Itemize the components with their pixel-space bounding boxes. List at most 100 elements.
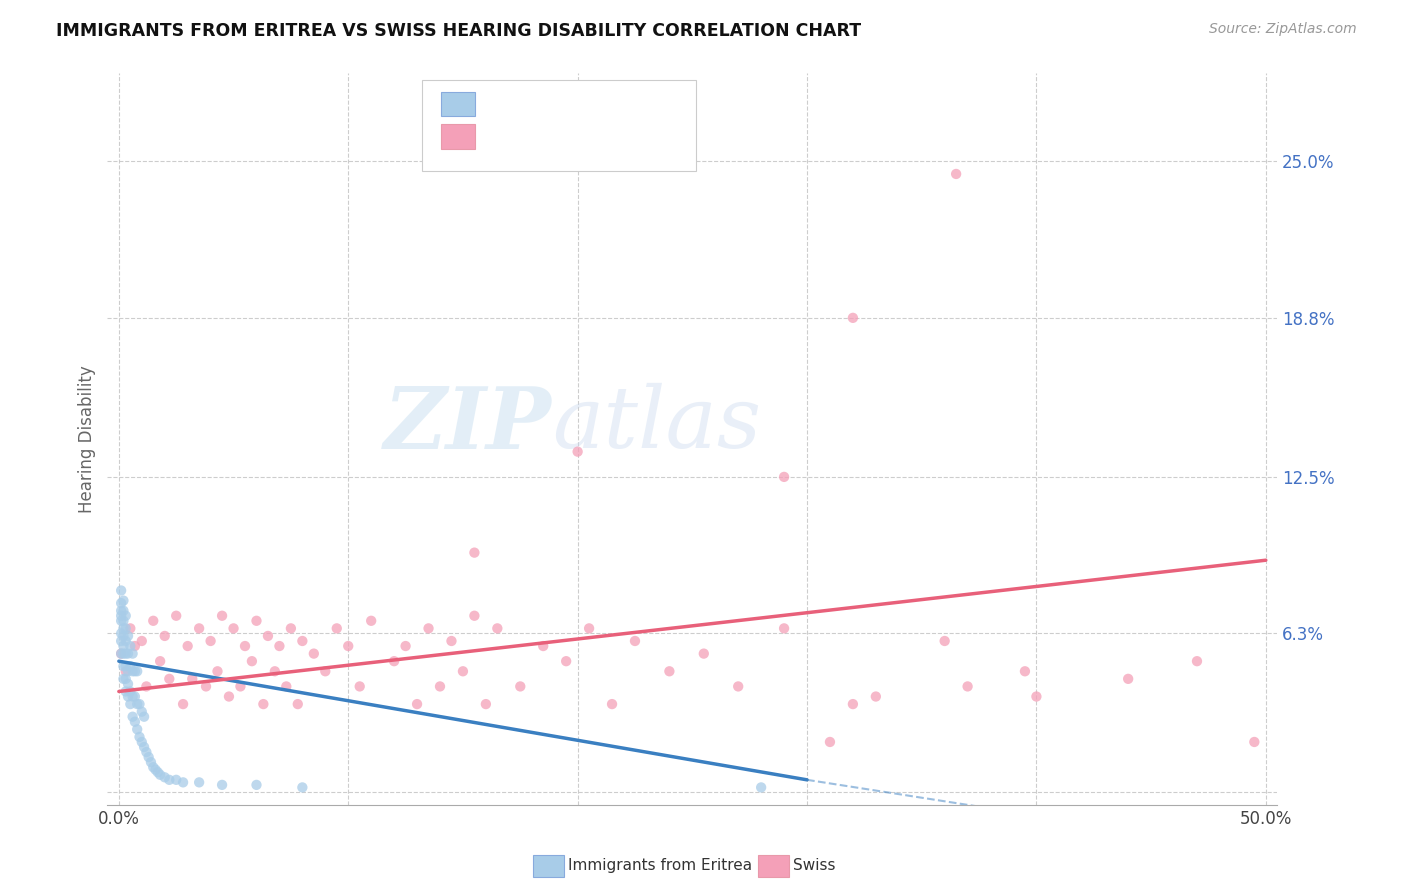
Point [112,593,135,607]
Text: Source: ZipAtlas.com: Source: ZipAtlas.com [1209,22,1357,37]
Point [127,665,149,679]
Point [418,621,440,635]
Point [337,639,360,653]
Point [211,608,233,623]
Point [153,770,176,784]
Point [145,763,167,777]
Point [124,714,146,729]
Point [110,626,132,640]
Point [114,659,136,673]
Point [451,665,474,679]
Point [291,780,314,795]
Point [139,755,162,769]
Point [157,772,180,787]
Text: atlas: atlas [553,383,761,466]
Point [222,621,245,635]
Point [132,739,155,754]
Point [117,647,139,661]
Point [127,697,149,711]
Point [842,310,865,325]
Point [934,634,956,648]
Point [121,665,143,679]
Point [287,697,309,711]
Point [165,772,187,787]
Point [440,634,463,648]
Point [124,665,146,679]
Point [114,647,136,661]
Point [112,604,135,618]
Point [531,639,554,653]
Point [131,735,153,749]
Point [865,690,887,704]
Point [110,634,132,648]
Point [124,690,146,704]
Text: R =: R = [485,95,522,113]
Point [555,654,578,668]
Point [121,710,143,724]
Point [218,690,240,704]
Point [121,690,143,704]
Point [727,680,749,694]
Point [749,780,772,795]
Point [128,730,150,744]
Point [463,608,485,623]
Point [157,672,180,686]
Point [188,621,211,635]
Point [117,665,139,679]
Point [112,672,135,686]
Point [114,672,136,686]
Point [211,778,233,792]
Point [956,680,979,694]
Point [135,745,157,759]
Point [240,654,263,668]
Point [120,659,142,673]
Point [131,705,153,719]
Point [117,677,139,691]
Point [120,639,142,653]
Point [1243,735,1265,749]
Point [1025,690,1047,704]
Point [257,629,280,643]
Point [314,665,336,679]
Text: IMMIGRANTS FROM ERITREA VS SWISS HEARING DISABILITY CORRELATION CHART: IMMIGRANTS FROM ERITREA VS SWISS HEARING… [56,22,862,40]
Point [382,654,405,668]
Point [110,647,132,661]
Point [114,684,136,698]
Point [567,444,589,458]
Point [149,768,172,782]
Point [120,697,142,711]
Text: R =: R = [485,128,522,145]
Point [114,634,136,648]
Point [142,614,165,628]
Point [114,665,136,679]
Point [233,639,256,653]
Point [200,634,222,648]
Point [149,654,172,668]
Point [475,697,498,711]
Point [1116,672,1139,686]
Point [509,680,531,694]
Point [131,634,153,648]
Point [1185,654,1208,668]
Point [195,680,218,694]
Point [142,760,165,774]
Point [280,621,302,635]
Point [463,546,485,560]
Point [269,639,291,653]
Point [263,665,285,679]
Point [153,629,176,643]
Point [658,665,681,679]
Point [112,659,135,673]
Point [302,647,325,661]
Point [112,647,135,661]
Point [112,621,135,635]
Point [117,690,139,704]
Point [773,470,796,484]
Point [117,629,139,643]
Point [291,634,314,648]
Point [120,684,142,698]
Point [172,775,194,789]
Point [110,608,132,623]
Point [146,765,169,780]
Text: N = 65: N = 65 [598,128,655,145]
